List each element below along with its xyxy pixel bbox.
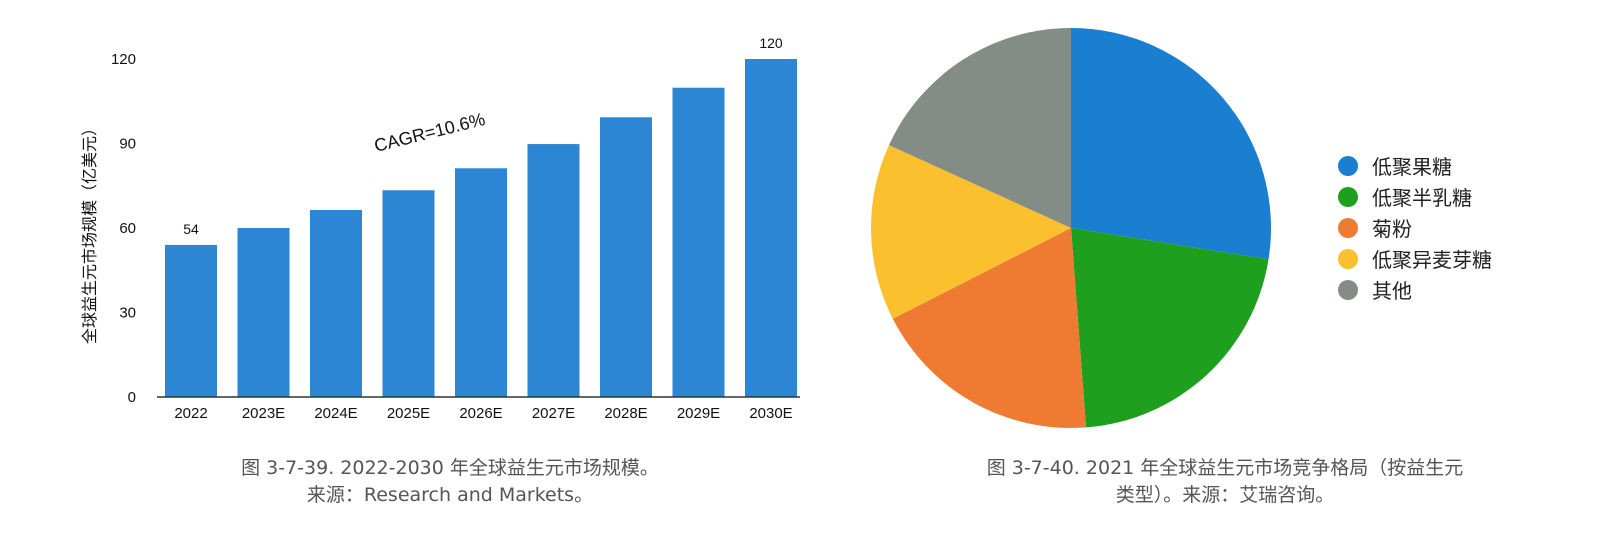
bar — [745, 59, 797, 397]
legend-label: 低聚异麦芽糖 — [1372, 248, 1492, 272]
legend-swatch — [1338, 248, 1358, 269]
data-label: 54 — [183, 221, 199, 237]
bar — [527, 144, 580, 397]
legend-label: 菊粉 — [1372, 217, 1412, 241]
pie-slice — [1071, 228, 1269, 428]
x-tick-label: 2024E — [314, 405, 357, 422]
pie-slice — [888, 28, 1071, 228]
caption-left-line1: 图 3-7-39. 2022-2030 年全球益生元市场规模。 — [241, 457, 659, 479]
legend-item: 其他 — [1338, 274, 1492, 305]
caption-right-line1: 图 3-7-40. 2021 年全球益生元市场竞争格局（按益生元 — [986, 457, 1464, 479]
x-tick-label: 2026E — [459, 405, 502, 422]
legend-label: 低聚果糖 — [1372, 155, 1452, 179]
legend-item: 低聚异麦芽糖 — [1338, 243, 1492, 274]
bar — [600, 117, 652, 398]
y-tick-label: 90 — [119, 136, 136, 153]
legend-swatch — [1338, 155, 1358, 176]
caption-right: 图 3-7-40. 2021 年全球益生元市场竞争格局（按益生元 类型）。来源：… — [950, 455, 1500, 509]
bar — [382, 190, 435, 397]
bar — [672, 87, 725, 397]
y-tick-label: 0 — [128, 389, 136, 406]
cagr-annotation: CAGR=10.6% — [372, 109, 487, 156]
legend-swatch — [1338, 279, 1358, 300]
x-tick-label: 2029E — [677, 405, 720, 422]
y-tick-label: 60 — [119, 220, 136, 237]
legend-label: 其他 — [1372, 279, 1412, 303]
pie-chart — [871, 28, 1271, 428]
bar — [310, 209, 362, 397]
bar — [165, 244, 217, 397]
x-tick-label: 2030E — [749, 405, 792, 422]
y-axis-label: 全球益生元市场规模（亿美元） — [80, 120, 99, 344]
data-label: 120 — [759, 35, 783, 51]
pie-slice — [871, 145, 1071, 319]
bar-chart: 0 30 60 90 120 2022 2023E 2024E 2025E 2026E 2027E… — [80, 35, 800, 422]
x-tick-label: 2023E — [242, 405, 285, 422]
x-tick-label: 2027E — [532, 405, 575, 422]
pie-slice — [892, 228, 1087, 428]
bar — [455, 168, 507, 397]
caption-right-line2: 类型）。来源：艾瑞咨询。 — [1115, 484, 1335, 506]
legend-item: 低聚半乳糖 — [1338, 181, 1492, 212]
x-tick-label: 2025E — [387, 405, 430, 422]
legend-item: 低聚果糖 — [1338, 150, 1492, 181]
legend-swatch — [1338, 186, 1358, 207]
legend-label: 低聚半乳糖 — [1372, 186, 1472, 210]
pie-slice — [1071, 28, 1271, 260]
x-tick-label: 2028E — [604, 405, 647, 422]
caption-left: 图 3-7-39. 2022-2030 年全球益生元市场规模。 来源：Resea… — [200, 455, 700, 509]
caption-left-line2: 来源：Research and Markets。 — [306, 484, 594, 506]
pie-legend: 低聚果糖低聚半乳糖菊粉低聚异麦芽糖 其他 — [1338, 150, 1492, 305]
x-tick-label: 2022 — [174, 405, 207, 422]
legend-swatch — [1338, 217, 1358, 238]
y-tick-label: 120 — [111, 51, 136, 68]
bar — [237, 228, 290, 397]
y-tick-label: 30 — [119, 305, 136, 322]
legend-item: 菊粉 — [1338, 212, 1492, 243]
